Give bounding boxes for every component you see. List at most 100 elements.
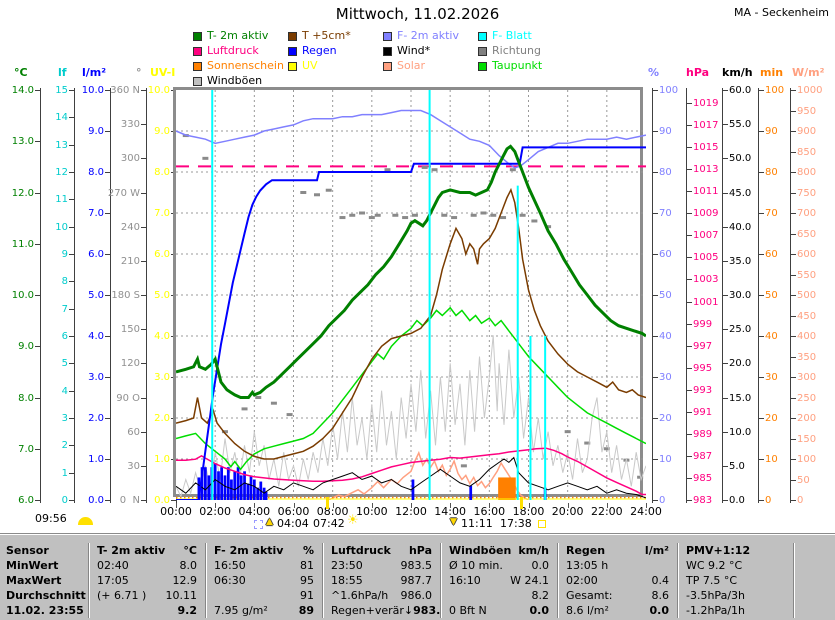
sun-icon: ☀ xyxy=(347,513,359,528)
axis-tick-label: 0 N xyxy=(119,495,140,506)
axis-tick-label: 40.0 xyxy=(729,221,752,233)
axis-tick xyxy=(759,172,764,173)
table-cell-text: ^1.6hPa/h xyxy=(331,589,389,602)
axis-tick-label: 997 xyxy=(693,340,713,352)
axis-tick xyxy=(141,192,146,194)
axis-tick-label: 1009 xyxy=(693,208,719,220)
table-cell-text: 18:55 xyxy=(331,574,363,587)
axis-tick-label: 2.0 xyxy=(154,413,170,424)
axis-tick xyxy=(791,418,796,419)
axis-tick xyxy=(791,336,796,337)
axis-tick-label: 800 xyxy=(797,167,817,178)
table-cell-text: 7.95 g/m² xyxy=(214,604,268,617)
axis-tick xyxy=(35,90,40,91)
axis-tick-label: 10.0 xyxy=(11,290,34,301)
axis-tick-label: 6 xyxy=(61,331,68,342)
axis-tick-label: 240 xyxy=(120,221,140,233)
axis-tick-label: 3.0 xyxy=(88,372,104,383)
axis-tick-label: 1003 xyxy=(693,274,719,286)
axis-tick xyxy=(69,418,74,419)
axis-line xyxy=(790,88,791,503)
axis-tick-label: 30 xyxy=(765,372,778,383)
axis-tick-label: 270 W xyxy=(107,187,140,199)
table-cell: 17:05 12.9 xyxy=(88,573,205,588)
axis-tick xyxy=(35,397,40,399)
sun-axis-tick xyxy=(325,497,329,509)
axis-tick-label: 850 xyxy=(797,146,817,158)
axis-tick-label: 250 xyxy=(797,392,817,404)
axis-tick-label: 1001 xyxy=(693,296,719,308)
table-cell-value: 0.0 xyxy=(531,559,550,572)
axis-tick-label: 13.0 xyxy=(11,136,34,148)
x-axis-label: 20:00 xyxy=(551,505,584,518)
axis-tick xyxy=(141,295,146,296)
legend-swatch-icon xyxy=(193,46,202,56)
x-axis-label: 12:00 xyxy=(395,505,427,518)
axis-tick xyxy=(141,158,146,160)
table-cell-value: 89 xyxy=(298,604,314,617)
legend-column: F- Blatt Richtung Taupunkt xyxy=(478,29,573,89)
axis-tick xyxy=(69,336,74,337)
x-axis-tick xyxy=(176,503,177,508)
axis-tick xyxy=(759,213,764,214)
page-title: Mittwoch, 11.02.2026 xyxy=(335,5,500,23)
series-solar xyxy=(328,450,529,500)
axis-tick xyxy=(141,329,146,331)
x-axis-tick xyxy=(215,503,217,508)
axis-tick-label: 50.0 xyxy=(729,153,752,165)
x-axis-tick xyxy=(332,503,334,508)
axis-tick xyxy=(687,500,692,501)
table-col-name: Windböen xyxy=(449,544,512,557)
x-axis-label: 08:00 xyxy=(316,505,349,518)
axis-tick-label: 11 xyxy=(55,194,68,206)
rain-bars xyxy=(469,485,473,500)
legend-swatch-icon xyxy=(193,76,202,86)
rain-bars xyxy=(262,487,266,500)
legend-item: UV xyxy=(288,59,383,73)
axis-tick xyxy=(653,131,658,132)
table-row: 11.02. 23:55 9.2 7.95 g/m² 89 Regen+verär↓ 98… xyxy=(0,603,835,618)
axis-tick xyxy=(723,226,728,228)
up-arrow-icon: ▲ xyxy=(266,517,273,527)
axis-tick xyxy=(687,257,692,259)
axis-tick xyxy=(759,131,764,132)
axis-tick xyxy=(35,346,40,348)
sun-axis-tick xyxy=(520,497,524,509)
axis-tick xyxy=(141,124,146,126)
axis-tick xyxy=(653,418,658,419)
axis-tick-label: 90 xyxy=(659,126,672,137)
axis-tick-label: 983 xyxy=(693,495,713,506)
axis-tick xyxy=(69,390,74,392)
rain-bars xyxy=(230,479,233,500)
axis-tick-label: 995 xyxy=(693,362,713,374)
axis-tick-label: 9.0 xyxy=(154,126,170,137)
axis-tick xyxy=(141,260,146,262)
axis-tick xyxy=(723,260,728,262)
x-axis-label: 22:00 xyxy=(590,505,623,518)
table-col-name: T- 2m aktiv xyxy=(97,544,166,557)
axis-tick xyxy=(141,397,146,399)
table-row-label: MaxWert xyxy=(6,574,62,587)
axis-tick-label: 991 xyxy=(693,406,713,418)
table-cell: T- 2m aktiv °C xyxy=(88,543,205,558)
table-cell-value: 986.0 xyxy=(400,589,433,602)
axis-tick xyxy=(723,295,728,296)
x-axis-label: 02:00 xyxy=(199,505,231,518)
axis-tick-label: 40 xyxy=(765,331,778,342)
table-cell-text: 13:05 h xyxy=(566,559,609,572)
axis-tick-label: 10 xyxy=(765,454,778,465)
axis-tick-label: 90 O xyxy=(116,392,140,404)
table-row-label: Durchschnitt xyxy=(6,589,86,602)
axis-tick xyxy=(69,363,74,365)
x-axis-tick xyxy=(606,503,608,508)
axis-tick xyxy=(759,459,764,460)
axis-tick-label: 1 xyxy=(61,467,68,479)
series-t-5cm xyxy=(176,187,646,460)
table-cell: 02:00 0.4 xyxy=(557,573,677,588)
plot-frame[interactable] xyxy=(173,87,646,500)
table-cell: 0 Bft N 0.0 xyxy=(440,603,557,618)
axis-tick xyxy=(791,192,796,194)
table-row: MinWert 02:40 8.0 16:50 81 23:50 983.5 Ø 10 min… xyxy=(0,558,835,573)
table-cell: 8.2 xyxy=(440,588,557,603)
plot-svg[interactable] xyxy=(176,90,646,500)
